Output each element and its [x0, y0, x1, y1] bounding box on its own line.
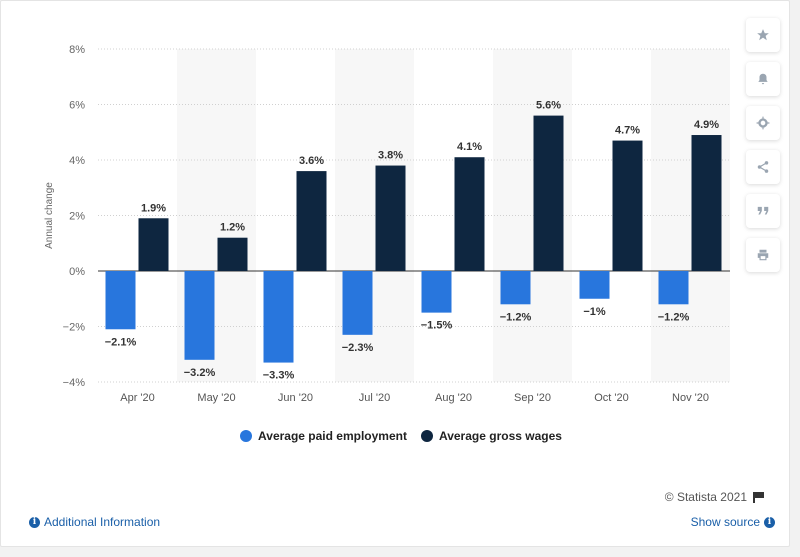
legend-swatch-gross-wages	[420, 430, 433, 442]
data-label: −1%	[583, 306, 606, 318]
x-tick-label: Jun '20	[278, 392, 313, 404]
additional-information-label: Additional Information	[44, 515, 161, 529]
data-label: −1.2%	[500, 311, 532, 323]
data-label: 4.9%	[694, 119, 719, 131]
data-label: 3.6%	[299, 155, 324, 167]
flag-icon[interactable]	[753, 492, 764, 503]
x-tick-label: Jul '20	[359, 392, 390, 404]
x-tick-label: Nov '20	[672, 392, 709, 404]
data-label: −3.2%	[184, 367, 216, 379]
bar[interactable]	[612, 140, 643, 271]
data-label: −2.1%	[105, 336, 137, 348]
data-label: −3.3%	[263, 370, 295, 382]
statista-credit[interactable]: © Statista 2021	[664, 490, 764, 504]
bar-chart: −4% −2% 0% 2% 4% 6% 8% Annual change −2.1% 1.9% Ap…	[44, 44, 730, 404]
data-label: −2.3%	[342, 342, 374, 354]
chart-legend: Average paid employment Average gross wa…	[1, 429, 800, 443]
x-tick-label: May '20	[197, 392, 235, 404]
bar[interactable]	[342, 271, 373, 335]
bar[interactable]	[500, 271, 531, 305]
bar[interactable]	[105, 271, 136, 330]
bar[interactable]	[454, 157, 485, 271]
y-tick-label: 8%	[69, 44, 85, 56]
x-tick-label: Aug '20	[435, 392, 472, 404]
bar[interactable]	[296, 171, 327, 271]
x-tick-label: Oct '20	[594, 392, 629, 404]
share-icon	[757, 161, 769, 173]
data-label: 4.1%	[457, 141, 482, 153]
y-tick-label: −4%	[63, 377, 86, 389]
bar[interactable]	[533, 115, 564, 271]
bar[interactable]	[658, 271, 689, 305]
bar[interactable]	[375, 165, 406, 271]
show-source-label: Show source	[690, 515, 760, 529]
y-tick-label: 2%	[69, 211, 85, 223]
legend-label-paid-employment: Average paid employment	[258, 429, 407, 443]
additional-information-link[interactable]: i Additional Information	[29, 515, 160, 529]
bar[interactable]	[184, 271, 215, 360]
legend-label-gross-wages: Average gross wages	[438, 429, 562, 443]
credit-text: © Statista 2021	[664, 490, 747, 504]
share-button[interactable]	[746, 150, 780, 184]
y-tick-label: −2%	[63, 322, 86, 334]
quote-icon	[757, 206, 769, 215]
legend-item-gross-wages[interactable]: Average gross wages	[420, 429, 562, 443]
bar[interactable]	[138, 218, 169, 271]
data-label: 1.2%	[220, 222, 245, 234]
notification-button[interactable]	[746, 62, 780, 96]
sidebar-toolbar	[746, 18, 780, 282]
data-label: −1.2%	[658, 311, 690, 323]
legend-item-paid-employment[interactable]: Average paid employment	[240, 429, 407, 443]
cite-button[interactable]	[746, 194, 780, 228]
x-tick-label: Sep '20	[514, 392, 551, 404]
data-label: 3.8%	[378, 150, 403, 162]
settings-button[interactable]	[746, 106, 780, 140]
bar[interactable]	[217, 237, 248, 271]
data-label: 1.9%	[141, 202, 166, 214]
chart-card: −4% −2% 0% 2% 4% 6% 8% Annual change −2.1% 1.9% Ap…	[0, 0, 790, 547]
bar[interactable]	[691, 135, 722, 271]
favorite-button[interactable]	[746, 18, 780, 52]
legend-swatch-paid-employment	[240, 430, 253, 442]
data-label: −1.5%	[421, 320, 453, 332]
info-icon: i	[764, 516, 775, 528]
bar[interactable]	[421, 271, 452, 313]
bell-icon	[758, 73, 768, 85]
star-icon	[757, 29, 769, 41]
data-label: 4.7%	[615, 125, 640, 137]
y-tick-label: 4%	[69, 155, 85, 167]
bar[interactable]	[579, 271, 610, 299]
y-tick-label: 6%	[69, 100, 85, 112]
show-source-link[interactable]: Show source i	[691, 515, 775, 529]
gear-icon	[756, 116, 770, 130]
print-button[interactable]	[746, 238, 780, 272]
x-tick-label: Apr '20	[120, 392, 155, 404]
data-label: 5.6%	[536, 100, 561, 112]
y-axis-label: Annual change	[44, 182, 55, 249]
print-icon	[757, 249, 769, 261]
info-icon: i	[29, 516, 40, 528]
bar[interactable]	[263, 271, 294, 363]
y-tick-label: 0%	[69, 266, 85, 278]
